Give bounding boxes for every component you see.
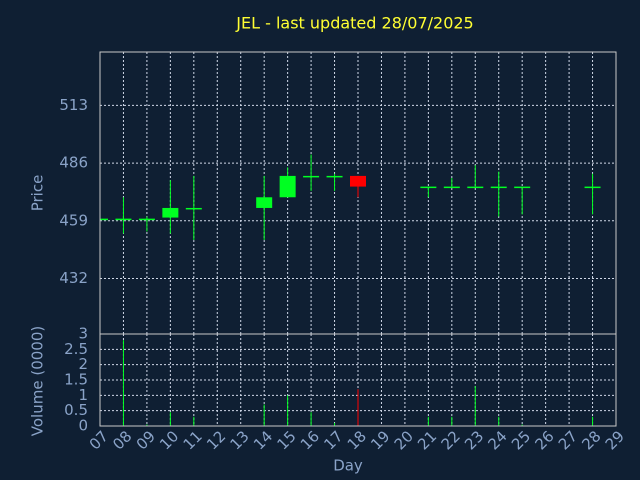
candle-body <box>100 218 108 221</box>
y-axis-label: Volume (0000) <box>29 326 47 436</box>
candle-body <box>584 186 601 189</box>
candle-body <box>138 218 155 221</box>
y-axis-label: Price <box>29 175 47 212</box>
candle-body <box>115 218 132 221</box>
candle-body <box>303 175 320 178</box>
y-tick-label: 459 <box>59 211 88 229</box>
candle-body <box>350 175 366 187</box>
candle-body <box>467 186 484 189</box>
candle-body <box>514 186 531 189</box>
y-tick-label: 432 <box>59 269 88 287</box>
price-plot <box>100 52 616 334</box>
candle-body <box>326 175 343 178</box>
candle-body <box>443 186 460 189</box>
candle-body <box>162 207 179 218</box>
candle-body <box>490 186 507 189</box>
plot-frame <box>99 333 617 427</box>
candle-body <box>256 197 273 208</box>
volume-plot <box>100 334 616 426</box>
x-axis-label: Day <box>333 457 363 475</box>
y-tick-label: 2 <box>78 355 88 373</box>
candle-body <box>420 186 437 189</box>
y-tick-label: 2.5 <box>64 340 88 358</box>
y-tick-label: 3 <box>78 325 88 343</box>
candle-body <box>279 175 296 198</box>
y-tick-label: 513 <box>59 96 88 114</box>
y-tick-label: 1 <box>78 386 88 404</box>
y-tick-label: 486 <box>59 154 88 172</box>
y-tick-label: 0 <box>78 417 88 435</box>
y-tick-label: 1.5 <box>64 371 88 389</box>
chart-title: JEL - last updated 28/07/2025 <box>235 14 473 33</box>
candle-body <box>185 207 202 210</box>
y-tick-label: 0.5 <box>64 401 88 419</box>
